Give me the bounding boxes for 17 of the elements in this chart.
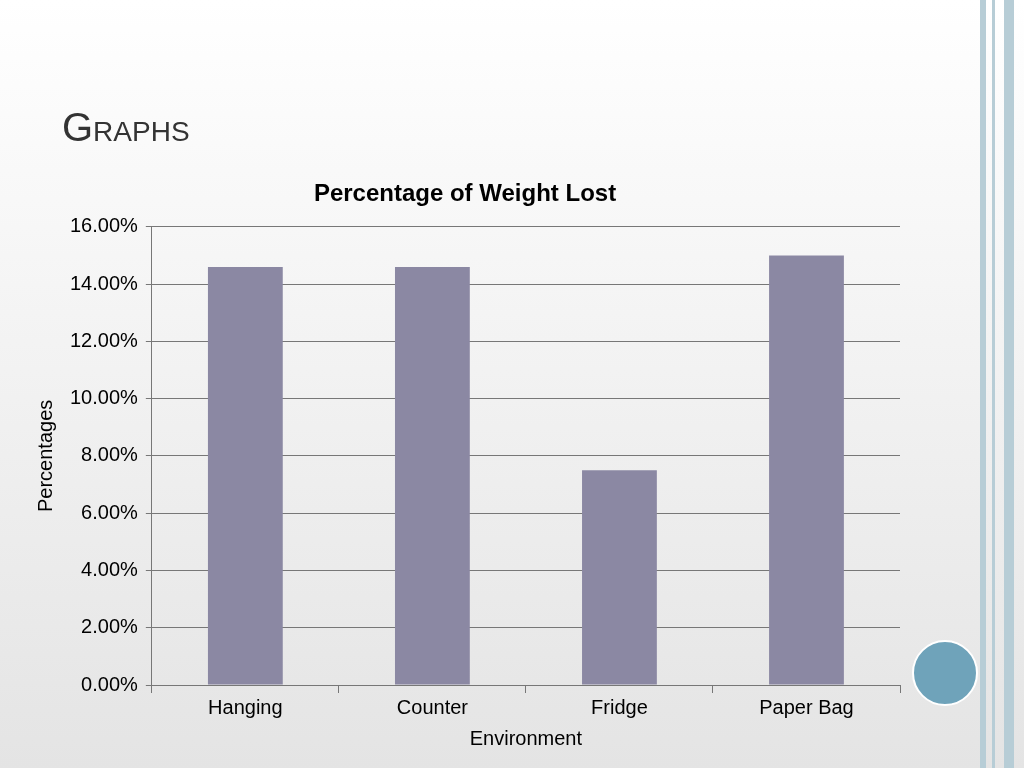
text: Graphs (62, 105, 190, 150)
x-tick-label: Counter (396, 695, 469, 718)
x-tick-label: Paper Bag (759, 695, 854, 718)
y-axis-title: Percentages (33, 399, 56, 513)
y-tick-label: 2.00% (81, 615, 139, 638)
y-tick-label: 8.00% (81, 443, 139, 466)
y-tick-label: 10.00% (69, 386, 139, 409)
y-tick-label: 0.00% (81, 672, 139, 695)
x-tick-label: Hanging (208, 695, 283, 718)
y-tick-label: 6.00% (81, 500, 139, 523)
y-tick-label: 12.00% (69, 328, 139, 351)
x-axis-title: Environment (469, 726, 583, 749)
y-tick-label: 16.00% (69, 214, 139, 237)
chart-title: Percentage of Weight Lost (313, 179, 617, 207)
x-tick-label: Fridge (591, 695, 648, 718)
y-tick-label: 14.00% (69, 271, 139, 294)
y-tick-label: 4.00% (81, 557, 139, 580)
